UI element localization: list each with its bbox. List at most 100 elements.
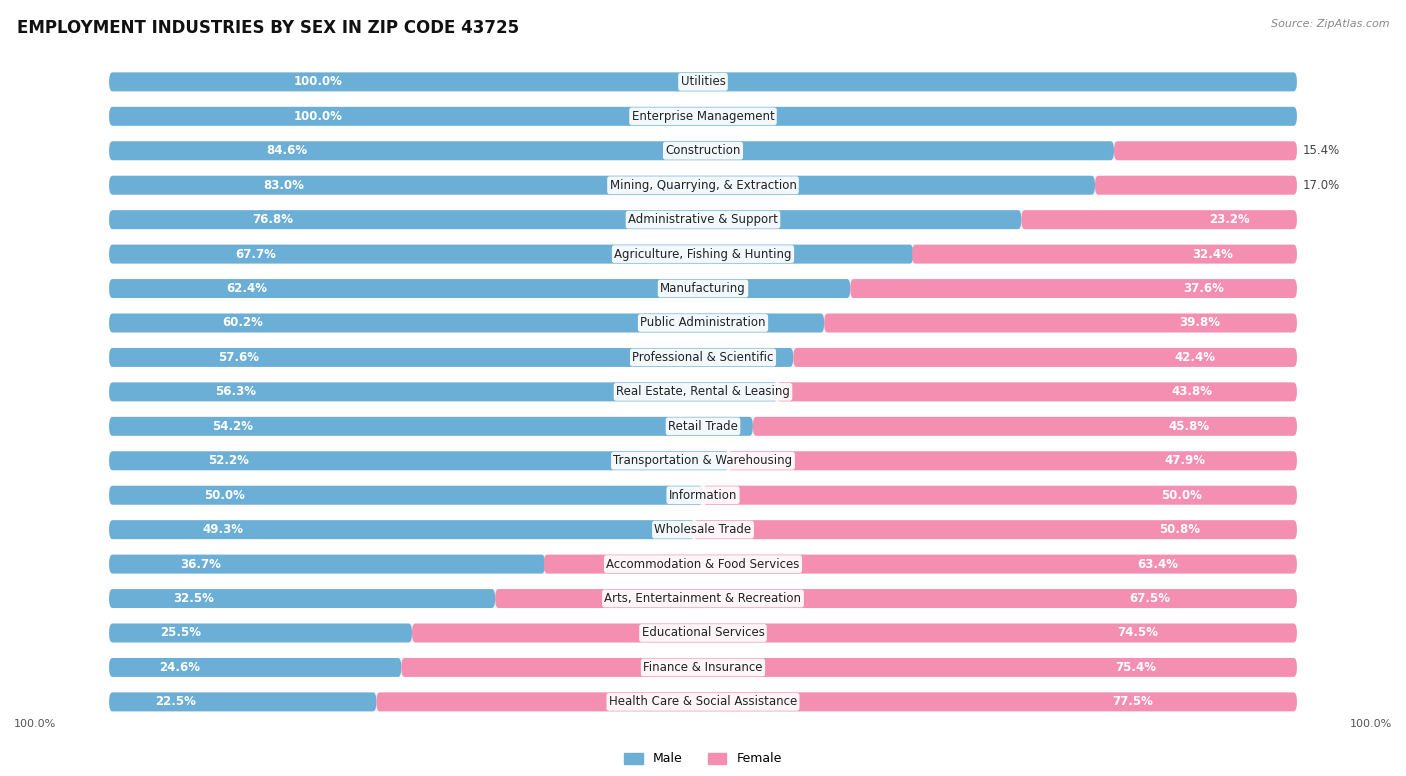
FancyBboxPatch shape — [824, 314, 1296, 332]
FancyBboxPatch shape — [752, 417, 1296, 436]
FancyBboxPatch shape — [110, 244, 914, 264]
Text: 50.0%: 50.0% — [204, 489, 245, 502]
Text: 100.0%: 100.0% — [294, 75, 342, 88]
Text: Information: Information — [669, 489, 737, 502]
Text: Agriculture, Fishing & Hunting: Agriculture, Fishing & Hunting — [614, 248, 792, 261]
FancyBboxPatch shape — [110, 555, 546, 573]
Text: 60.2%: 60.2% — [222, 317, 263, 330]
FancyBboxPatch shape — [110, 383, 778, 401]
Text: 100.0%: 100.0% — [294, 110, 342, 123]
FancyBboxPatch shape — [693, 520, 1296, 539]
Text: 15.4%: 15.4% — [1303, 144, 1340, 158]
Text: Retail Trade: Retail Trade — [668, 420, 738, 433]
FancyBboxPatch shape — [110, 589, 495, 608]
FancyBboxPatch shape — [110, 314, 824, 332]
Text: Mining, Quarrying, & Extraction: Mining, Quarrying, & Extraction — [610, 178, 796, 192]
Text: Arts, Entertainment & Recreation: Arts, Entertainment & Recreation — [605, 592, 801, 605]
Text: 54.2%: 54.2% — [211, 420, 253, 433]
Text: 50.0%: 50.0% — [1161, 489, 1202, 502]
FancyBboxPatch shape — [110, 417, 752, 436]
FancyBboxPatch shape — [110, 210, 1296, 229]
FancyBboxPatch shape — [110, 624, 1296, 643]
Text: 57.6%: 57.6% — [218, 351, 259, 364]
FancyBboxPatch shape — [728, 452, 1296, 470]
FancyBboxPatch shape — [793, 348, 1296, 367]
FancyBboxPatch shape — [110, 692, 377, 712]
FancyBboxPatch shape — [110, 107, 1296, 126]
FancyBboxPatch shape — [544, 555, 1296, 573]
FancyBboxPatch shape — [412, 624, 1296, 643]
FancyBboxPatch shape — [110, 658, 1296, 677]
FancyBboxPatch shape — [401, 658, 1296, 677]
Text: 45.8%: 45.8% — [1168, 420, 1209, 433]
Text: 100.0%: 100.0% — [1350, 719, 1392, 729]
Text: 50.8%: 50.8% — [1160, 523, 1201, 536]
FancyBboxPatch shape — [110, 175, 1095, 195]
FancyBboxPatch shape — [776, 383, 1296, 401]
FancyBboxPatch shape — [110, 279, 1296, 298]
FancyBboxPatch shape — [110, 72, 1296, 92]
FancyBboxPatch shape — [110, 279, 851, 298]
Text: Health Care & Social Assistance: Health Care & Social Assistance — [609, 695, 797, 708]
FancyBboxPatch shape — [110, 520, 695, 539]
Legend: Male, Female: Male, Female — [619, 747, 787, 771]
FancyBboxPatch shape — [851, 279, 1296, 298]
FancyBboxPatch shape — [110, 107, 1296, 126]
FancyBboxPatch shape — [110, 520, 1296, 539]
FancyBboxPatch shape — [703, 486, 1296, 504]
Text: 76.8%: 76.8% — [252, 213, 292, 226]
Text: 75.4%: 75.4% — [1115, 661, 1157, 674]
FancyBboxPatch shape — [110, 555, 1296, 573]
FancyBboxPatch shape — [110, 141, 1296, 160]
Text: 23.2%: 23.2% — [1209, 213, 1250, 226]
Text: 67.7%: 67.7% — [236, 248, 277, 261]
Text: 63.4%: 63.4% — [1137, 558, 1178, 570]
FancyBboxPatch shape — [110, 314, 1296, 332]
FancyBboxPatch shape — [110, 417, 1296, 436]
Text: 22.5%: 22.5% — [155, 695, 195, 708]
Text: Utilities: Utilities — [681, 75, 725, 88]
Text: Accommodation & Food Services: Accommodation & Food Services — [606, 558, 800, 570]
Text: 77.5%: 77.5% — [1112, 695, 1153, 708]
Text: 67.5%: 67.5% — [1129, 592, 1171, 605]
Text: Professional & Scientific: Professional & Scientific — [633, 351, 773, 364]
FancyBboxPatch shape — [110, 348, 793, 367]
Text: 49.3%: 49.3% — [202, 523, 243, 536]
Text: Enterprise Management: Enterprise Management — [631, 110, 775, 123]
FancyBboxPatch shape — [110, 452, 1296, 470]
FancyBboxPatch shape — [110, 658, 401, 677]
FancyBboxPatch shape — [110, 175, 1296, 195]
FancyBboxPatch shape — [1021, 210, 1296, 229]
Text: 42.4%: 42.4% — [1174, 351, 1215, 364]
Text: 32.4%: 32.4% — [1192, 248, 1233, 261]
FancyBboxPatch shape — [1114, 141, 1296, 160]
Text: Real Estate, Rental & Leasing: Real Estate, Rental & Leasing — [616, 386, 790, 398]
Text: 100.0%: 100.0% — [14, 719, 56, 729]
Text: 47.9%: 47.9% — [1164, 454, 1205, 467]
Text: 37.6%: 37.6% — [1182, 282, 1225, 295]
Text: 24.6%: 24.6% — [159, 661, 200, 674]
Text: 56.3%: 56.3% — [215, 386, 256, 398]
FancyBboxPatch shape — [912, 244, 1296, 264]
Text: 25.5%: 25.5% — [160, 626, 201, 639]
FancyBboxPatch shape — [110, 210, 1021, 229]
Text: 39.8%: 39.8% — [1180, 317, 1220, 330]
Text: Manufacturing: Manufacturing — [661, 282, 745, 295]
Text: 62.4%: 62.4% — [226, 282, 267, 295]
Text: Transportation & Warehousing: Transportation & Warehousing — [613, 454, 793, 467]
Text: 36.7%: 36.7% — [180, 558, 221, 570]
FancyBboxPatch shape — [1095, 175, 1296, 195]
FancyBboxPatch shape — [110, 486, 703, 504]
Text: Wholesale Trade: Wholesale Trade — [654, 523, 752, 536]
Text: EMPLOYMENT INDUSTRIES BY SEX IN ZIP CODE 43725: EMPLOYMENT INDUSTRIES BY SEX IN ZIP CODE… — [17, 19, 519, 37]
Text: 74.5%: 74.5% — [1118, 626, 1159, 639]
Text: 32.5%: 32.5% — [173, 592, 214, 605]
Text: Public Administration: Public Administration — [640, 317, 766, 330]
Text: Finance & Insurance: Finance & Insurance — [644, 661, 762, 674]
Text: 43.8%: 43.8% — [1173, 386, 1213, 398]
FancyBboxPatch shape — [110, 589, 1296, 608]
Text: 84.6%: 84.6% — [266, 144, 307, 158]
FancyBboxPatch shape — [110, 486, 1296, 504]
FancyBboxPatch shape — [110, 692, 1296, 712]
Text: 52.2%: 52.2% — [208, 454, 249, 467]
